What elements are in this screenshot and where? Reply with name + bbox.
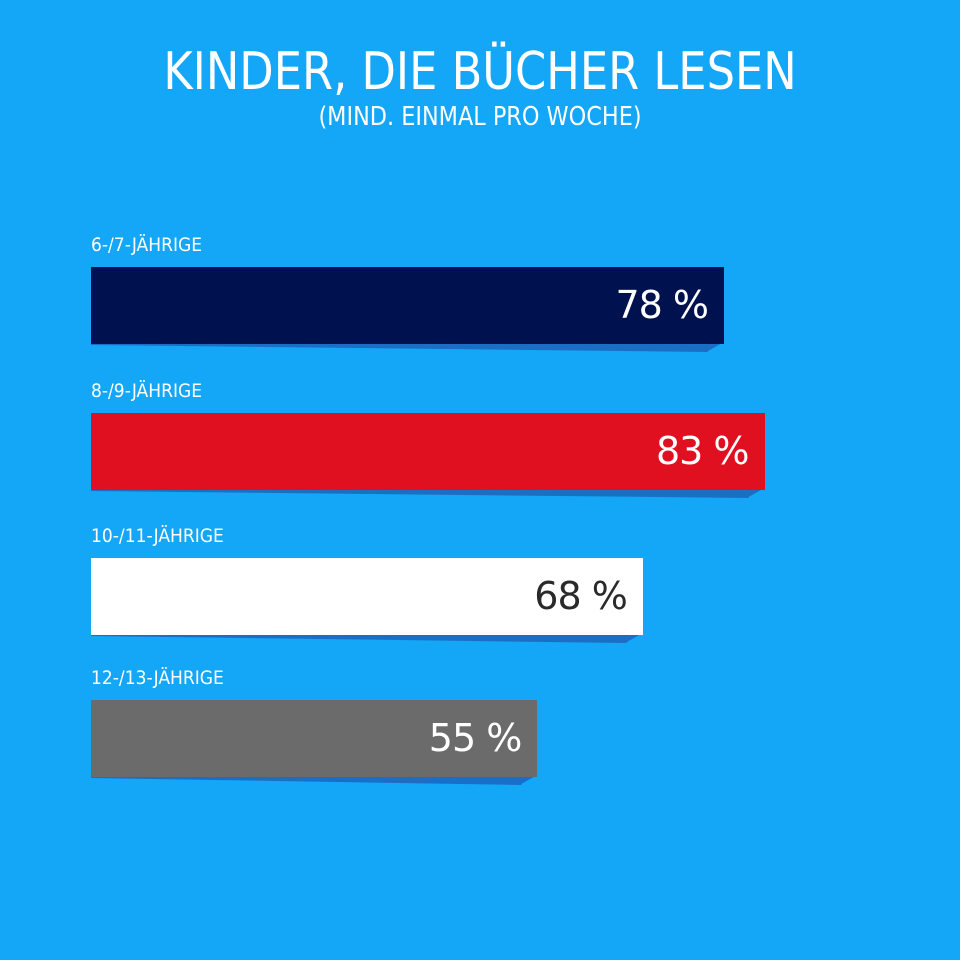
bar-shadow (91, 342, 724, 352)
bar-shadow (91, 774, 538, 785)
bar-shadow (91, 633, 643, 643)
bar-shadow-shape (91, 487, 765, 498)
bar (91, 699, 538, 777)
bar-shadow-shape (91, 774, 538, 785)
category-label: 6-/7-JÄHRIGE (91, 234, 203, 256)
bar (91, 412, 765, 490)
category-label: 8-/9-JÄHRIGE (91, 379, 203, 402)
bar (91, 267, 724, 344)
value-label: 83 % (656, 428, 750, 473)
bar-shadow-shape (91, 633, 643, 643)
category-label: 10-/11-JÄHRIGE (91, 525, 224, 547)
value-label: 68 % (534, 574, 628, 618)
chart-title: KINDER, DIE BÜCHER LESEN (163, 42, 797, 102)
value-label: 55 % (428, 715, 523, 760)
value-label: 78 % (615, 283, 709, 327)
category-label: 12-/13-JÄHRIGE (91, 666, 224, 689)
bar-shadow-shape (91, 342, 724, 352)
chart-subtitle: (MIND. EINMAL PRO WOCHE) (318, 102, 642, 132)
bar-shadow (91, 487, 765, 498)
bar (91, 558, 643, 635)
